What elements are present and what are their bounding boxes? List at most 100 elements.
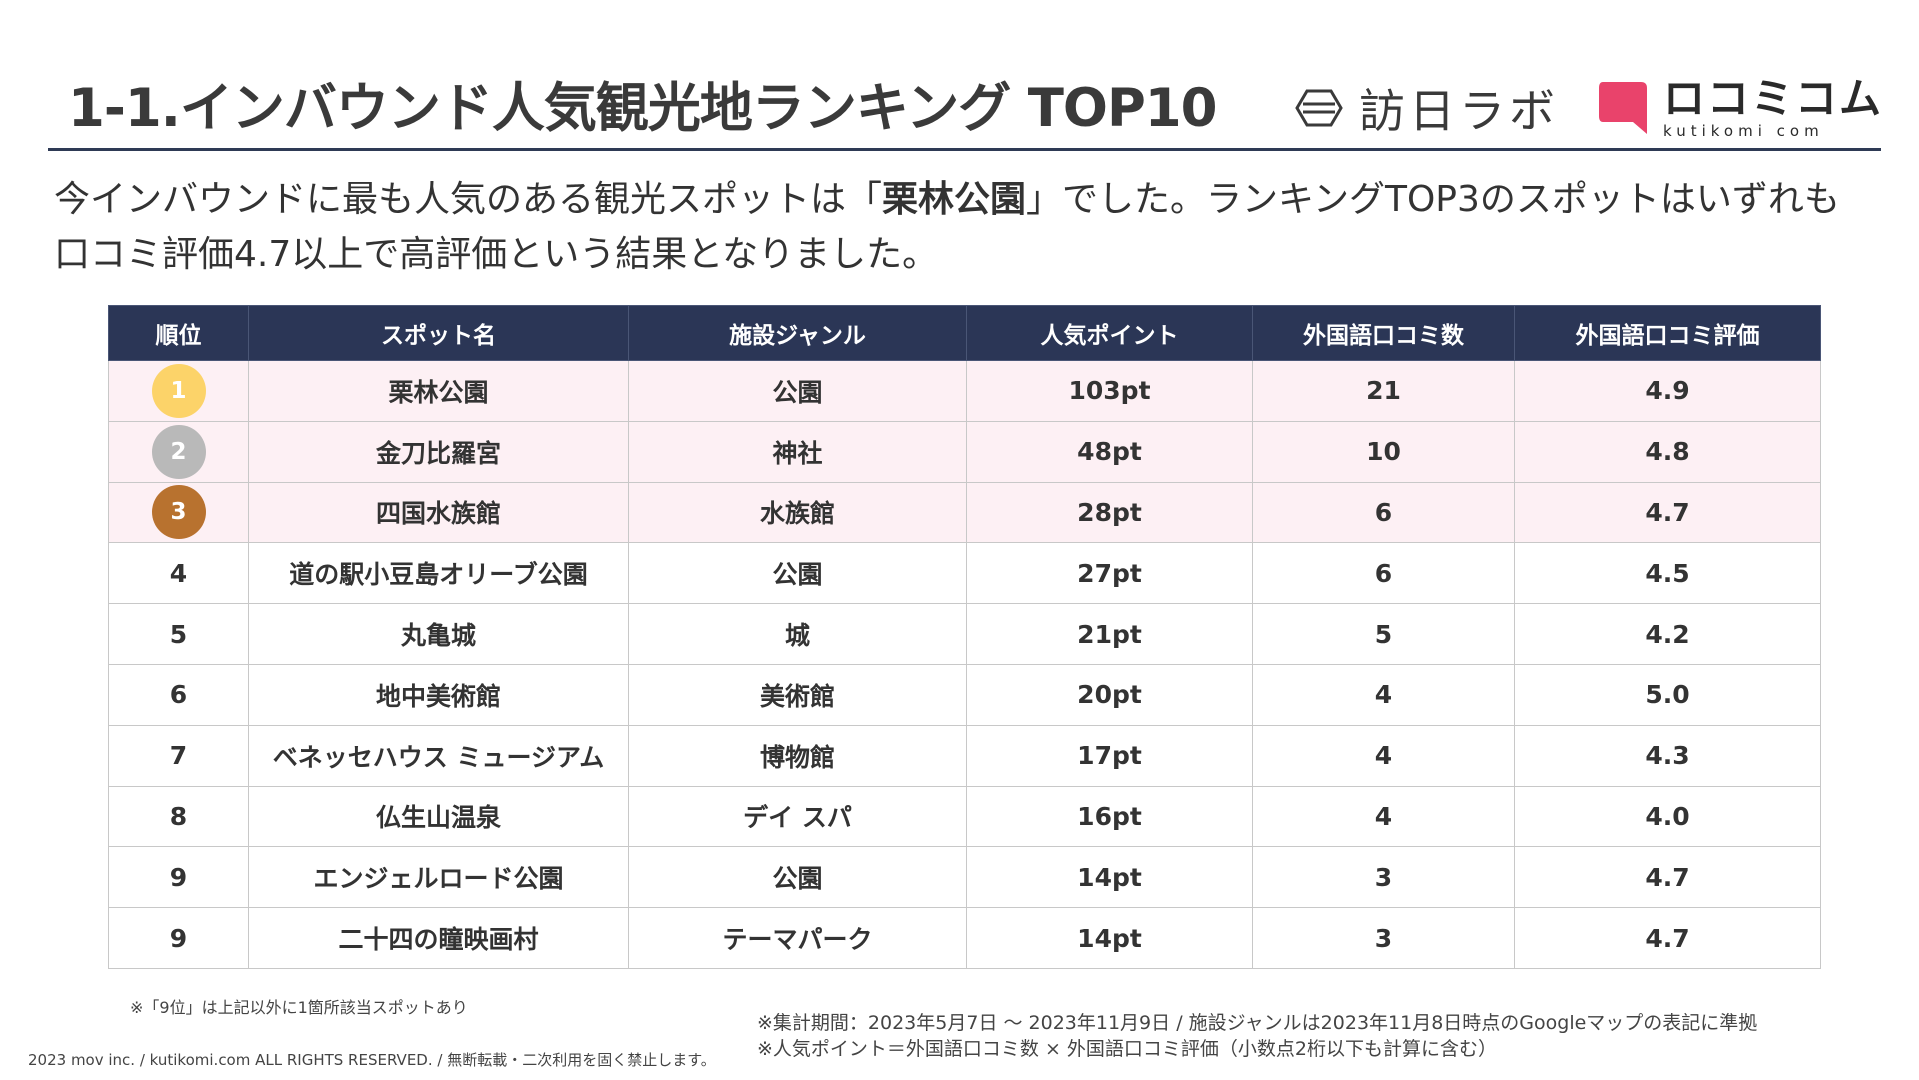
table-row: 1 栗林公園 公園 103pt 21 4.9 (108, 360, 1821, 422)
points-cell: 103pt (966, 360, 1253, 422)
rank-cell: 8 (108, 785, 249, 848)
genre-cell: 公園 (628, 846, 967, 909)
table-row: 9 エンジェルロード公園 公園 14pt 3 4.7 (108, 846, 1821, 909)
rank-footnote: ※「9位」は上記以外に1箇所該当スポットあり (130, 998, 468, 1017)
rank-cell: 7 (108, 724, 249, 787)
column-header-points: 人気ポイント (966, 305, 1253, 361)
table-row: 8 仏生山温泉 デイ スパ 16pt 4 4.0 (108, 785, 1821, 848)
table-row: 6 地中美術館 美術館 20pt 4 5.0 (108, 663, 1821, 726)
rank-cell: 2 (108, 420, 249, 483)
review-count-cell: 6 (1252, 542, 1515, 605)
genre-cell: 公園 (628, 542, 967, 605)
review-count-cell: 6 (1252, 481, 1515, 544)
spot-name-cell: 二十四の瞳映画村 (248, 907, 629, 969)
rank-number: 5 (169, 619, 188, 649)
houjin-lab-logo: 訪日ラボ (1295, 75, 1559, 141)
points-cell: 14pt (966, 907, 1253, 969)
rank-cell: 9 (108, 907, 249, 969)
table-header-row: 順位 スポット名 施設ジャンル 人気ポイント 外国語口コミ数 外国語口コミ評価 (108, 305, 1821, 361)
genre-cell: 博物館 (628, 724, 967, 787)
rank-cell: 6 (108, 663, 249, 726)
column-header-review-rating: 外国語口コミ評価 (1514, 305, 1821, 361)
rating-cell: 4.3 (1514, 724, 1821, 787)
kutikomi-logo-subtext: kutikomi com (1662, 121, 1824, 140)
copyright-text: 2023 mov inc. / kutikomi.com ALL RIGHTS … (28, 1051, 716, 1069)
review-count-cell: 5 (1252, 603, 1515, 665)
spot-name-cell: 金刀比羅宮 (248, 420, 629, 483)
rank-number: 8 (169, 801, 188, 831)
table-row: 9 二十四の瞳映画村 テーマパーク 14pt 3 4.7 (108, 907, 1821, 969)
rating-cell: 4.7 (1514, 481, 1821, 544)
kutikomi-logo-text: ロコミコム (1662, 73, 1883, 123)
rating-cell: 4.8 (1514, 420, 1821, 483)
column-header-genre: 施設ジャンル (628, 305, 967, 361)
table-body: 1 栗林公園 公園 103pt 21 4.9 2 金刀比羅宮 神社 48pt 10 4.8 3 四国水族館… (108, 360, 1821, 969)
points-cell: 20pt (966, 663, 1253, 726)
spot-name-cell: 丸亀城 (248, 603, 629, 665)
points-cell: 21pt (966, 603, 1253, 665)
table-row: 2 金刀比羅宮 神社 48pt 10 4.8 (108, 420, 1821, 483)
table-row: 4 道の駅小豆島オリーブ公園 公園 27pt 6 4.5 (108, 542, 1821, 605)
table-row: 3 四国水族館 水族館 28pt 6 4.7 (108, 481, 1821, 544)
points-cell: 27pt (966, 542, 1253, 605)
genre-cell: 神社 (628, 420, 967, 483)
page-title: 1-1.インバウンド人気観光地ランキング TOP10 (68, 78, 1218, 139)
rank-number: 4 (169, 558, 188, 588)
points-cell: 48pt (966, 420, 1253, 483)
points-cell: 28pt (966, 481, 1253, 544)
rank-number: 7 (169, 741, 188, 771)
genre-cell: デイ スパ (628, 785, 967, 848)
brand-logos: 訪日ラボ ロコミコム kutikomi com (1295, 76, 1883, 140)
rating-cell: 4.2 (1514, 603, 1821, 665)
formula-footnote: ※人気ポイント＝外国語口コミ数 × 外国語口コミ評価（小数点2桁以下も計算に含む… (757, 1038, 1498, 1060)
rating-cell: 4.0 (1514, 785, 1821, 848)
column-header-review-count: 外国語口コミ数 (1252, 305, 1515, 361)
rank-cell: 4 (108, 542, 249, 605)
lead-highlight: 栗林公園 (882, 179, 1027, 220)
review-count-cell: 4 (1252, 663, 1515, 726)
rank-number: 6 (169, 680, 188, 710)
rank-cell: 1 (108, 360, 249, 422)
rank-number: 9 (169, 862, 188, 892)
rating-cell: 4.9 (1514, 360, 1821, 422)
rank-medal-badge: 1 (151, 363, 206, 418)
rank-number: 9 (169, 923, 188, 953)
rating-cell: 4.7 (1514, 846, 1821, 909)
rank-medal-badge: 3 (151, 485, 206, 540)
genre-cell: 美術館 (628, 663, 967, 726)
lead-text-after: 」でした。ランキングTOP3のスポットはいずれも口コミ評価4.7以上で高評価とい… (54, 179, 1840, 275)
rating-cell: 4.5 (1514, 542, 1821, 605)
spot-name-cell: ベネッセハウス ミュージアム (248, 724, 629, 787)
rating-cell: 4.7 (1514, 907, 1821, 969)
speech-bubble-icon (1598, 82, 1647, 134)
spot-name-cell: 四国水族館 (248, 481, 629, 544)
genre-cell: 城 (628, 603, 967, 665)
spot-name-cell: エンジェルロード公園 (248, 846, 629, 909)
review-count-cell: 10 (1252, 420, 1515, 483)
table-row: 7 ベネッセハウス ミュージアム 博物館 17pt 4 4.3 (108, 724, 1821, 787)
hexagon-icon (1295, 89, 1343, 127)
table-row: 5 丸亀城城 21pt 5 4.2 (108, 603, 1821, 665)
points-cell: 16pt (966, 785, 1253, 848)
spot-name-cell: 栗林公園 (248, 360, 629, 422)
method-footnotes: ※集計期間：2023年5月7日 ～ 2023年11月9日 / 施設ジャンルは20… (757, 1010, 1757, 1062)
column-header-rank: 順位 (108, 305, 249, 361)
genre-cell: 公園 (628, 360, 967, 422)
points-cell: 17pt (966, 724, 1253, 787)
genre-cell: テーマパーク (628, 907, 967, 969)
review-count-cell: 21 (1252, 360, 1515, 422)
period-footnote: ※集計期間：2023年5月7日 ～ 2023年11月9日 / 施設ジャンルは20… (757, 1012, 1758, 1034)
header-rule (48, 148, 1881, 151)
column-header-spot: スポット名 (248, 305, 629, 361)
rank-medal-badge: 2 (151, 424, 206, 479)
rank-cell: 5 (108, 603, 249, 665)
genre-cell: 水族館 (628, 481, 967, 544)
lead-text-before: 今インバウンドに最も人気のある観光スポットは「 (54, 179, 883, 220)
spot-name-cell: 道の駅小豆島オリーブ公園 (248, 542, 629, 605)
houjin-lab-logo-text: 訪日ラボ (1358, 84, 1559, 138)
spot-name-cell: 地中美術館 (248, 663, 629, 726)
rating-cell: 5.0 (1514, 663, 1821, 726)
points-cell: 14pt (966, 846, 1253, 909)
review-count-cell: 3 (1252, 907, 1515, 969)
lead-paragraph: 今インバウンドに最も人気のある観光スポットは「栗林公園」でした。ランキングTOP… (54, 172, 1874, 282)
